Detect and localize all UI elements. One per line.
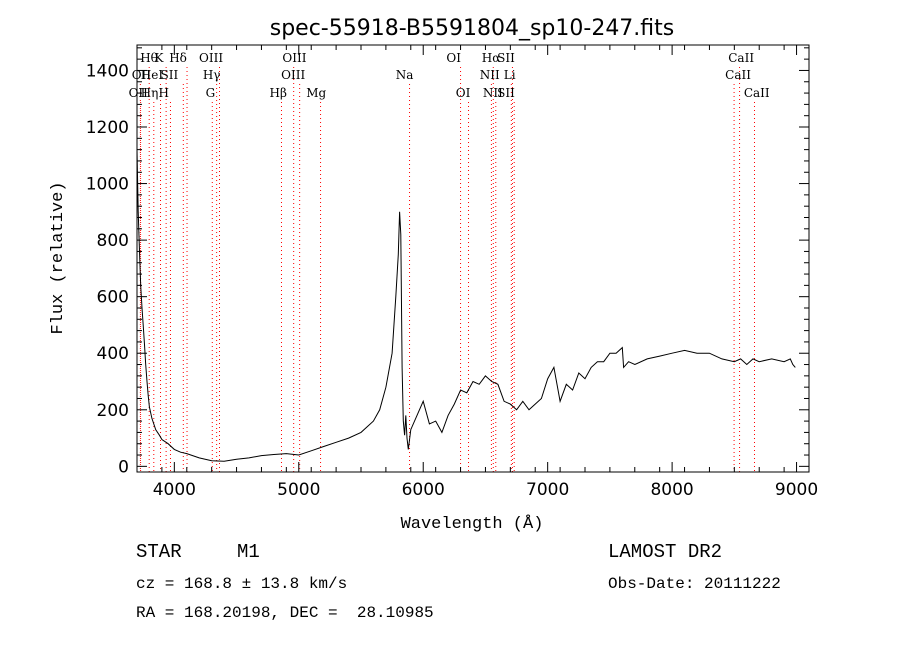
- object-class: STAR: [136, 541, 182, 563]
- x-tick-label: 5000: [277, 480, 320, 500]
- line-marker-label: OIII: [282, 51, 306, 65]
- y-axis: 0 200 400 600 800 1000 1200 1400: [86, 47, 809, 477]
- line-marker-label: Hγ: [203, 68, 221, 82]
- object-subclass: M1: [237, 541, 260, 563]
- y-axis-label: Flux (relative): [49, 181, 68, 334]
- y-tick-label: 1400: [86, 61, 129, 81]
- y-tick-label: 1200: [86, 118, 129, 138]
- line-marker-label: SII: [497, 86, 515, 100]
- line-marker-label: NII: [483, 86, 503, 100]
- chart-title: spec-55918-B5591804_sp10-247.fits: [270, 16, 675, 41]
- y-tick-label: 200: [97, 401, 129, 421]
- y-tick-label: 400: [97, 344, 129, 364]
- line-marker-label: Li: [504, 68, 516, 82]
- survey-name: LAMOST DR2: [608, 541, 723, 563]
- line-marker-label: OI: [446, 51, 461, 65]
- line-marker-label: OIII: [199, 51, 223, 65]
- line-marker-label: K: [155, 51, 165, 65]
- line-marker-label: SII: [161, 68, 179, 82]
- line-marker-label: NII: [480, 68, 500, 82]
- line-marker-label: Na: [396, 68, 414, 82]
- spectral-line-markers: [139, 67, 755, 472]
- line-marker-label: Mg: [306, 86, 326, 100]
- y-tick-label: 0: [118, 457, 129, 477]
- line-marker-label: CaII: [744, 86, 770, 100]
- line-marker-label: Hη: [141, 86, 159, 100]
- line-marker-label: Hβ: [270, 86, 287, 100]
- y-tick-label: 1000: [86, 175, 129, 195]
- redshift-velocity: cz = 168.8 ± 13.8 km/s: [136, 575, 348, 593]
- line-marker-label: SII: [497, 51, 515, 65]
- y-tick-label: 600: [97, 288, 129, 308]
- x-tick-label: 7000: [526, 480, 569, 500]
- line-marker-label: CaII: [728, 51, 754, 65]
- line-marker-label: OI: [456, 86, 471, 100]
- spectrum-line: [136, 149, 796, 462]
- line-marker-label: Hθ: [140, 51, 158, 65]
- line-marker-label: CaII: [725, 68, 751, 82]
- plot-frame: [136, 44, 810, 473]
- x-tick-label: 4000: [153, 480, 196, 500]
- line-marker-label: Hα: [482, 51, 501, 65]
- x-tick-label: 6000: [402, 480, 445, 500]
- x-axis-label: Wavelength (Å): [401, 515, 544, 534]
- line-marker-label: G: [206, 86, 216, 100]
- observation-date: Obs-Date: 20111222: [608, 575, 781, 593]
- x-tick-label: 8000: [650, 480, 693, 500]
- line-marker-label: OIII: [281, 68, 305, 82]
- sky-coordinates: RA = 168.20198, DEC = 28.10985: [136, 604, 434, 622]
- line-marker-label: HeI: [141, 68, 164, 82]
- x-tick-label: 9000: [775, 480, 818, 500]
- line-marker-label: Hδ: [169, 51, 187, 65]
- line-marker-label: H: [159, 86, 169, 100]
- x-axis: 4000 5000 6000 7000 8000 9000: [136, 45, 818, 500]
- y-tick-label: 800: [97, 231, 129, 251]
